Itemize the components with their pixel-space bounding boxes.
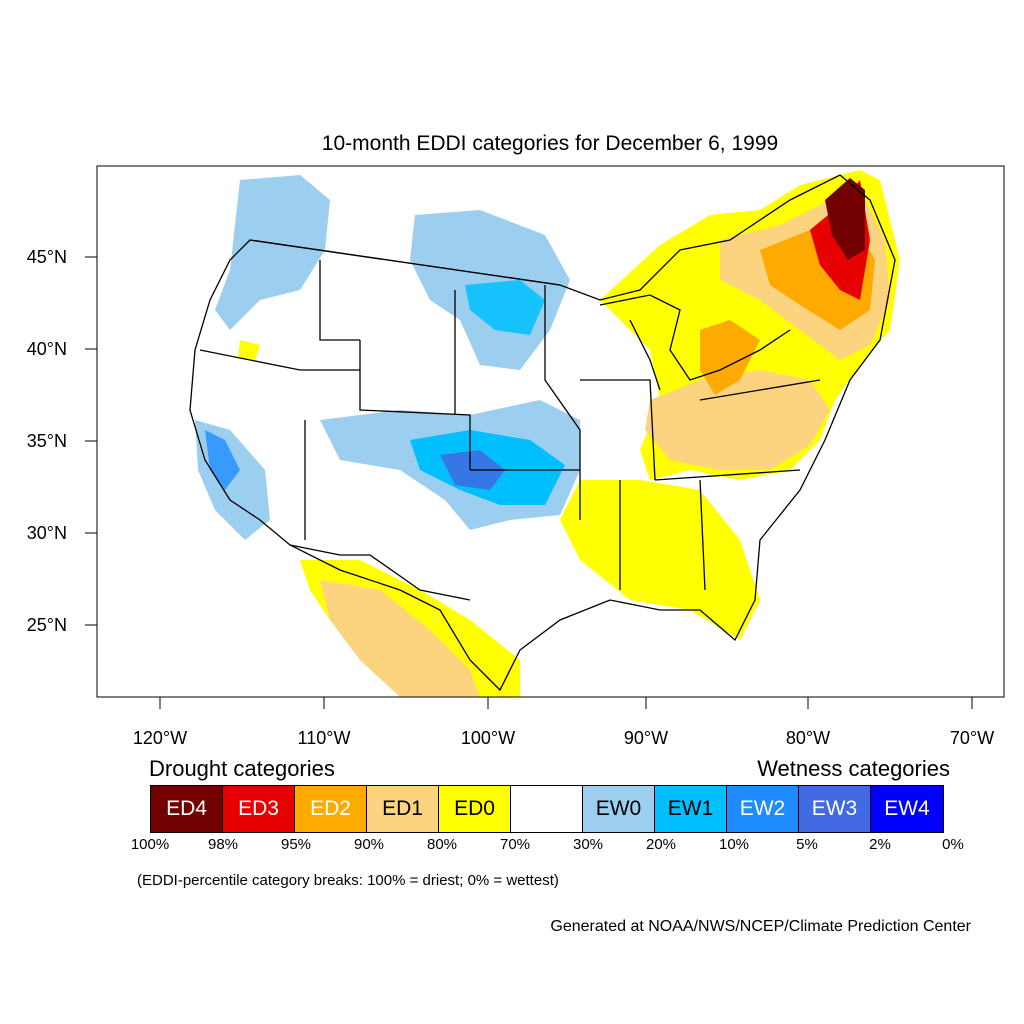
break-label: 0%: [942, 836, 964, 853]
map-title: 10-month EDDI categories for December 6,…: [321, 132, 779, 155]
category-shading: [195, 170, 900, 697]
state-line-10: [699, 479, 706, 591]
lat-tick-label: 45°N: [27, 247, 67, 267]
break-label: 100%: [130, 836, 170, 853]
lat-tick-label: 25°N: [27, 615, 67, 635]
us-outline: [189, 174, 896, 692]
lon-tick-label: 100°W: [461, 728, 515, 748]
legend-swatch: ED2: [295, 786, 367, 832]
credit-text: Generated at NOAA/NWS/NCEP/Climate Predi…: [550, 918, 971, 935]
state-line-2: [319, 260, 360, 341]
break-label: 70%: [499, 836, 531, 853]
legend-swatch: EW3: [799, 786, 871, 832]
legend-swatch: ED0: [439, 786, 511, 832]
state-line-1: [359, 340, 471, 470]
drought-categories-heading: Drought categories: [149, 756, 335, 781]
state-line-9: [654, 469, 801, 481]
lat-tick-label: 40°N: [27, 339, 67, 359]
wetness-categories-heading: Wetness categories: [757, 756, 950, 781]
break-label: 20%: [645, 836, 677, 853]
longitude-ticks: 120°W 110°W 100°W 90°W 80°W 70°W: [133, 697, 994, 748]
break-label: 95%: [280, 836, 312, 853]
legend-swatch: [511, 786, 583, 832]
state-line-5: [580, 379, 656, 481]
category-legend: ED4 ED3 ED2 ED1 ED0 EW0 EW1 EW2 EW3 EW4: [150, 785, 944, 833]
eddi-map: 45°N 40°N 35°N 30°N 25°N 120°W 110°W 100…: [27, 165, 1005, 748]
mexico-border: [289, 544, 471, 601]
break-label: 5%: [796, 836, 818, 853]
state-line-4: [544, 285, 581, 520]
lon-tick-label: 120°W: [133, 728, 187, 748]
latitude-ticks: 45°N 40°N 35°N 30°N 25°N: [27, 247, 97, 635]
canada-border: [249, 239, 561, 286]
break-label: 80%: [426, 836, 458, 853]
wet-region-northwest: [215, 175, 330, 330]
legend-swatch: EW2: [727, 786, 799, 832]
legend-swatch: EW0: [583, 786, 655, 832]
break-label: 90%: [353, 836, 385, 853]
legend-swatch: EW1: [655, 786, 727, 832]
wet-region-northern-plains-core: [465, 280, 545, 335]
lon-tick-label: 90°W: [624, 728, 668, 748]
legend-swatch: EW4: [871, 786, 943, 832]
lon-tick-label: 110°W: [298, 728, 351, 748]
lon-tick-label: 80°W: [786, 728, 830, 748]
lat-tick-label: 30°N: [27, 523, 67, 543]
category-breaks: 100% 98% 95% 90% 80% 70% 30% 20% 10% 5% 2% 0%: [0, 836, 1024, 856]
great-lakes: [599, 294, 791, 391]
break-label: 98%: [207, 836, 239, 853]
boundaries: [189, 174, 896, 692]
legend-swatch: ED1: [367, 786, 439, 832]
break-label: 30%: [572, 836, 604, 853]
state-line-7: [199, 349, 360, 371]
state-line-12: [699, 379, 821, 401]
lon-tick-label: 70°W: [950, 728, 994, 748]
map-frame: [96, 165, 1005, 698]
drought-region-mexico: [320, 580, 480, 697]
break-label: 2%: [869, 836, 891, 853]
drought-region-maine-exceptional: [825, 178, 865, 260]
break-label: 10%: [718, 836, 750, 853]
legend-note: (EDDI-percentile category breaks: 100% =…: [137, 872, 559, 889]
drought-region-gulf: [560, 480, 760, 640]
drought-region-great-lakes: [700, 320, 760, 395]
legend-swatch: ED3: [223, 786, 295, 832]
lat-tick-label: 35°N: [27, 431, 67, 451]
legend-swatch: ED4: [151, 786, 223, 832]
drought-region-west-small: [238, 340, 260, 360]
drought-region-ohio-valley: [645, 370, 830, 470]
